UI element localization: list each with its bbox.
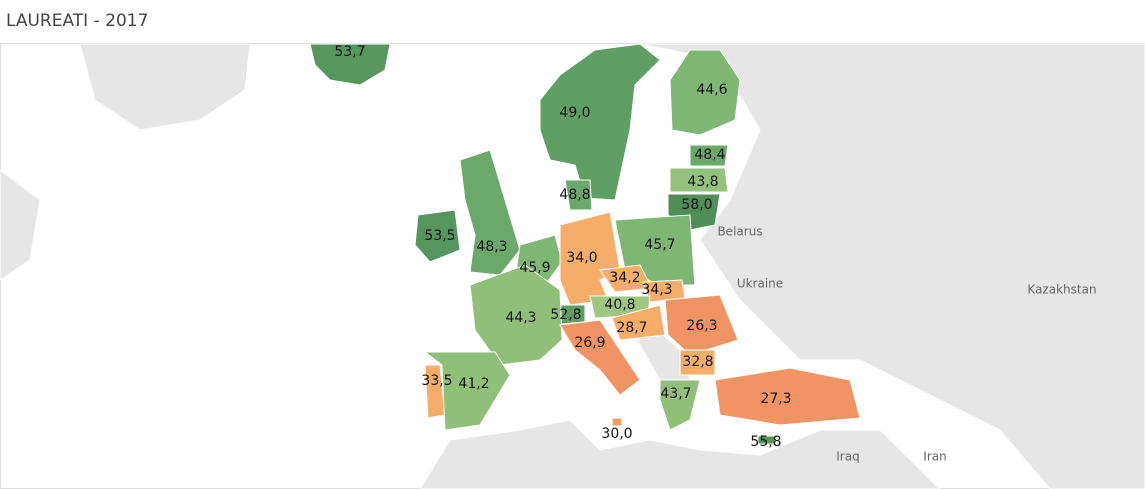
value-label: 49,0 — [559, 105, 590, 121]
value-label: 26,3 — [686, 318, 717, 334]
region — [539, 43, 661, 201]
value-label: 55,8 — [750, 434, 781, 450]
value-label: 48,8 — [559, 187, 590, 203]
region — [564, 179, 593, 211]
value-label: 41,2 — [458, 376, 489, 392]
region — [659, 379, 701, 431]
region — [559, 211, 621, 306]
value-label: 44,6 — [696, 82, 727, 98]
map-title: LAUREATI - 2017 — [6, 11, 148, 31]
value-label: 48,3 — [476, 239, 507, 255]
labels: 53,7 49,0 44,6 48,4 43,8 58,0 48,8 53,5 48,3 45,9… — [334, 44, 1096, 464]
asia — [639, 43, 1145, 489]
value-label: 45,9 — [519, 260, 550, 276]
value-label: 44,3 — [505, 310, 536, 326]
place-label: Ukraine — [737, 277, 783, 291]
region — [423, 351, 511, 431]
region — [611, 417, 623, 427]
region — [414, 209, 461, 263]
value-label: 34,3 — [641, 282, 672, 298]
region — [679, 349, 716, 376]
region — [309, 43, 391, 86]
region — [611, 304, 666, 341]
value-label: 28,7 — [616, 320, 647, 336]
value-label: 53,5 — [424, 228, 455, 244]
place-label: Belarus — [717, 225, 762, 239]
region — [714, 367, 861, 426]
value-label: 26,9 — [574, 335, 605, 351]
region — [669, 167, 729, 193]
region — [757, 435, 776, 445]
canada — [0, 169, 41, 281]
place-label: Iraq — [836, 450, 859, 464]
value-label: 34,2 — [609, 270, 640, 286]
region — [689, 144, 729, 167]
value-label: 33,5 — [421, 373, 452, 389]
value-label: 58,0 — [681, 197, 712, 213]
value-label: 52,8 — [550, 307, 581, 323]
regions — [309, 43, 861, 445]
region — [664, 294, 739, 356]
region — [559, 319, 641, 396]
value-label: 43,7 — [660, 386, 691, 402]
value-label: 34,0 — [566, 250, 597, 266]
value-label: 40,8 — [604, 297, 635, 313]
value-label: 48,4 — [694, 147, 725, 163]
region — [669, 49, 741, 136]
greenland — [79, 43, 251, 131]
value-label: 27,3 — [760, 391, 791, 407]
region — [469, 264, 563, 366]
place-label: Kazakhstan — [1027, 283, 1096, 297]
place-label: Iran — [923, 450, 946, 464]
value-label: 45,7 — [644, 237, 675, 253]
value-label: 32,8 — [682, 354, 713, 370]
africa-middle-east — [419, 419, 941, 489]
value-label: 30,0 — [601, 426, 632, 442]
value-label: 53,7 — [334, 44, 365, 60]
value-label: 43,8 — [687, 174, 718, 190]
